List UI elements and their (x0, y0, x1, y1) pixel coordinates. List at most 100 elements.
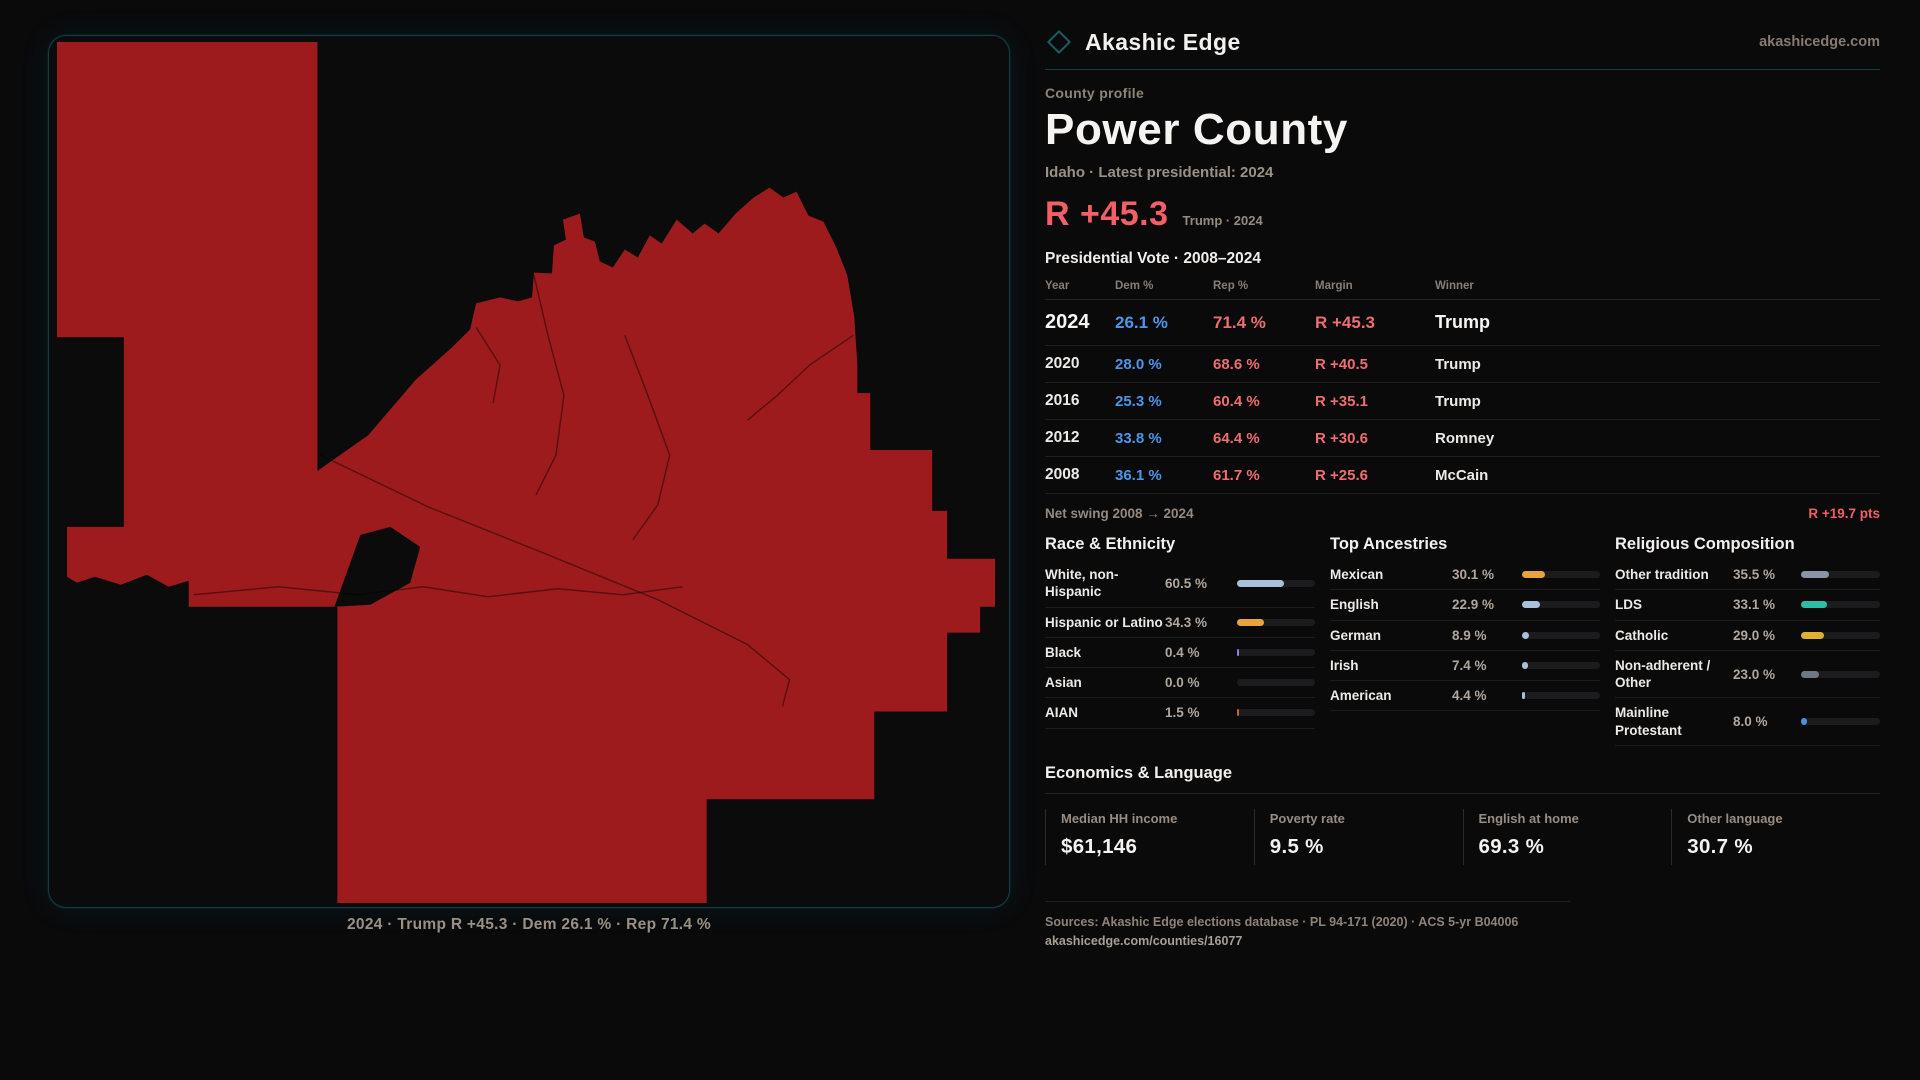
stat-bar-fill (1237, 579, 1285, 587)
net-swing-row: Net swing 2008 → 2024 R +19.7 pts (1045, 494, 1880, 521)
page-title: Power County (1045, 105, 1348, 154)
vote-col-header: Year (1045, 280, 1070, 292)
stat-bar-fill (1801, 718, 1808, 726)
header-divider (1045, 69, 1880, 70)
economics-title: Economics & Language (1045, 763, 1233, 782)
religion-title: Religious Composition (1615, 535, 1795, 553)
stat-bar-fill (1801, 670, 1820, 678)
stat-bar-fill (1522, 571, 1546, 579)
vote-dem-pct: 25.3 % (1115, 392, 1162, 410)
stat-row: Mexican 30.1 % (1330, 560, 1600, 591)
vote-rep-pct: 61.7 % (1213, 466, 1260, 484)
stat-bar-fill (1237, 618, 1264, 626)
stat-label: German (1330, 627, 1382, 643)
stat-row: Catholic 29.0 % (1615, 621, 1880, 651)
vote-margin: R +30.6 (1315, 429, 1368, 447)
stat-row: Asian 0.0 % (1045, 668, 1315, 699)
stat-value: 4.4 % (1452, 688, 1487, 704)
stat-value: 33.1 % (1733, 597, 1776, 613)
stat-label: LDS (1615, 597, 1642, 613)
stat-row: Non-adherent / Other 23.0 % (1615, 651, 1880, 699)
stat-row: Mainline Protestant 8.0 % (1615, 698, 1880, 746)
stat-label: Mainline Protestant (1615, 705, 1682, 738)
economics-stat-label: Poverty rate (1269, 810, 1345, 826)
vote-winner: Trump (1435, 312, 1491, 332)
stat-row: American 4.4 % (1330, 681, 1600, 712)
subtitle: Idaho · Latest presidential: 2024 (1045, 164, 1274, 181)
county-map (56, 41, 996, 904)
economics-stat-value: 30.7 % (1687, 834, 1753, 858)
vote-rep-pct: 71.4 % (1213, 312, 1266, 332)
race-ethnicity-title: Race & Ethnicity (1045, 535, 1176, 553)
vote-margin: R +40.5 (1315, 355, 1368, 373)
internal-boundaries (193, 275, 854, 707)
latest-margin-caption: Trump · 2024 (1182, 213, 1263, 228)
vote-dem-pct: 36.1 % (1115, 466, 1162, 484)
religion-section: Religious Composition Other tradition 35.… (1615, 535, 1880, 746)
stat-value: 60.5 % (1165, 575, 1208, 591)
stat-bar-track (1522, 661, 1600, 669)
stat-row: Hispanic or Latino 34.3 % (1045, 608, 1315, 638)
stat-label: Other tradition (1615, 567, 1709, 582)
vote-winner: McCain (1435, 466, 1489, 484)
economics-stat-value: 69.3 % (1478, 834, 1545, 858)
vote-rep-pct: 68.6 % (1213, 355, 1260, 373)
demographics-grid: Race & Ethnicity White, non-Hispanic 60.5… (1045, 535, 1880, 746)
stat-bar-track (1237, 709, 1315, 717)
stat-bar-track (1801, 601, 1880, 609)
vote-col-header: Dem % (1115, 280, 1154, 292)
stat-value: 30.1 % (1452, 567, 1495, 583)
economics-stat-label: Other language (1687, 810, 1783, 826)
header: Akashic Edge akashicedge.com (1045, 28, 1880, 56)
stat-value: 8.0 % (1733, 714, 1768, 730)
stat-bar-track (1237, 679, 1315, 687)
stat-bar-track (1801, 670, 1880, 678)
sources-text: Sources: Akashic Edge elections database… (1045, 914, 1519, 929)
brand-domain-link[interactable]: akashicedge.com (1759, 34, 1880, 50)
stat-row: Black 0.4 % (1045, 638, 1315, 669)
latest-margin-value: R +45.3 (1045, 195, 1169, 233)
vote-table-header: Year Dem % Rep % Margin Winner (1045, 275, 1880, 300)
vote-margin: R +25.6 (1315, 466, 1368, 484)
stat-bar-fill (1237, 709, 1240, 717)
stat-bar-fill (1522, 692, 1526, 700)
stat-row: LDS 33.1 % (1615, 590, 1880, 621)
stat-bar-track (1522, 631, 1600, 639)
stat-value: 23.0 % (1733, 666, 1776, 682)
vote-year: 2016 (1045, 392, 1080, 409)
map-caption: 2024 · Trump R +45.3 · Dem 26.1 % · Rep … (347, 916, 711, 933)
brand-name: Akashic Edge (1085, 28, 1241, 55)
vote-year: 2012 (1045, 429, 1080, 446)
race-ethnicity-section: Race & Ethnicity White, non-Hispanic 60.5… (1045, 535, 1315, 746)
county-profile-panel: Akashic Edge akashicedge.com County prof… (1045, 28, 1880, 948)
stat-row: German 8.9 % (1330, 621, 1600, 651)
net-swing-value: R +19.7 pts (1808, 506, 1880, 521)
ancestries-title: Top Ancestries (1330, 535, 1448, 553)
stat-bar-track (1522, 601, 1600, 609)
stat-bar-track (1801, 571, 1880, 579)
vote-margin: R +35.1 (1315, 392, 1368, 410)
stat-bar-track (1237, 618, 1315, 626)
stat-bar-track (1237, 579, 1315, 587)
economics-divider (1045, 792, 1880, 794)
stat-row: White, non-Hispanic 60.5 % (1045, 560, 1315, 608)
stat-bar-track (1801, 631, 1880, 639)
stat-label: English (1330, 597, 1379, 613)
permalink[interactable]: akashicedge.com/counties/16077 (1045, 933, 1243, 948)
vote-year: 2008 (1045, 466, 1080, 483)
stat-label: Non-adherent / Other (1615, 657, 1711, 691)
stat-value: 22.9 % (1452, 597, 1495, 613)
stat-label: American (1330, 688, 1392, 704)
stat-bar-track (1801, 718, 1880, 726)
vote-table: Year Dem % Rep % Margin Winner 2024 26.1 % 71.… (1045, 275, 1880, 494)
net-swing-label: Net swing 2008 → 2024 (1045, 506, 1194, 521)
stat-bar-track (1522, 692, 1600, 700)
economics-stat-tile: Median HH income $61,146 (1045, 808, 1254, 865)
economics-stat-tile: English at home 69.3 % (1462, 808, 1672, 865)
stat-value: 1.5 % (1165, 705, 1200, 721)
stat-label: Hispanic or Latino (1045, 614, 1163, 630)
stat-value: 7.4 % (1452, 657, 1487, 673)
stat-bar-fill (1801, 601, 1828, 609)
stat-value: 29.0 % (1733, 627, 1776, 643)
vote-dem-pct: 33.8 % (1115, 429, 1162, 447)
